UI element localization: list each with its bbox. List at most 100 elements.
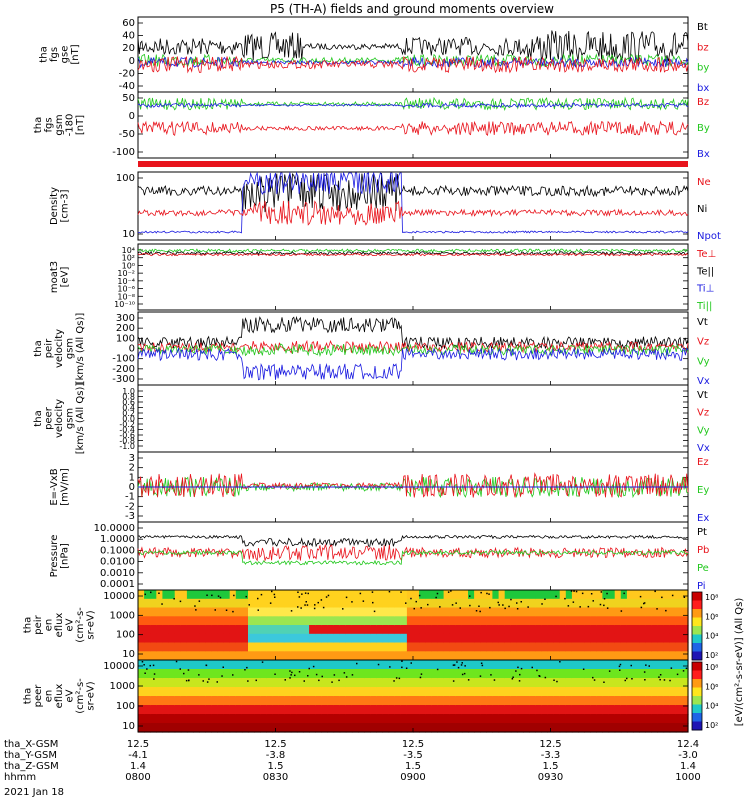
spec-cell — [229, 642, 237, 652]
spec-cell — [443, 590, 451, 600]
spec-cell — [516, 642, 524, 652]
spec-cell — [223, 687, 231, 697]
spec-cell — [504, 678, 512, 688]
y-tick-label: 60 — [122, 18, 135, 29]
spec-cell — [633, 625, 640, 635]
spec-cell — [290, 687, 298, 697]
spec-cell — [504, 714, 512, 724]
spec-cell — [254, 705, 261, 715]
spec-cell — [315, 714, 322, 724]
spec-cell — [510, 660, 518, 670]
spec-cell — [241, 607, 249, 617]
y-label-line: sr-eV) — [86, 681, 97, 710]
spec-cell — [443, 625, 451, 635]
spec-cell — [431, 607, 438, 617]
spec-cell — [614, 714, 622, 724]
spec-speckle — [257, 597, 259, 600]
spec-cell — [590, 625, 597, 635]
y-tick-label: 0.2 — [122, 409, 135, 418]
spec-cell — [211, 687, 218, 697]
spec-cell — [474, 607, 481, 617]
spec-cell — [370, 696, 377, 706]
spec-speckle — [362, 600, 365, 602]
spec-speckle — [216, 681, 218, 683]
spec-speckle — [401, 666, 403, 669]
spec-cell — [400, 723, 408, 733]
spec-cell — [620, 642, 628, 652]
spec-cell — [516, 616, 524, 626]
spec-speckle — [447, 591, 450, 593]
spec-cell — [241, 687, 249, 697]
spec-cell — [174, 723, 182, 733]
spec-cell — [217, 714, 225, 724]
spec-cell — [419, 678, 426, 688]
spec-cell — [278, 696, 286, 706]
spec-cell — [461, 607, 469, 617]
spec-cell — [205, 642, 212, 652]
y-tick-label: -1 — [125, 492, 135, 503]
footer-label: hhmm — [4, 772, 36, 783]
spec-cell — [455, 678, 463, 688]
spec-cell — [614, 642, 622, 652]
spec-cell — [358, 714, 365, 724]
spec-cell — [327, 669, 335, 679]
spec-cell — [614, 633, 622, 644]
spec-cell — [657, 705, 665, 715]
spec-cell — [620, 633, 628, 644]
spec-cell — [461, 687, 469, 697]
spec-cell — [278, 687, 286, 697]
spec-cell — [565, 696, 573, 706]
spec-speckle — [274, 596, 276, 598]
spec-cell — [474, 633, 481, 644]
spec-cell — [229, 687, 237, 697]
y-tick-label: 10⁻¹⁰ — [114, 300, 135, 309]
spec-cell — [364, 607, 371, 617]
spec-cell — [633, 642, 640, 652]
colorbar-segment — [692, 600, 702, 610]
spec-cell — [235, 705, 243, 715]
spec-cell — [559, 669, 567, 679]
spec-cell — [260, 598, 267, 609]
spec-cell — [516, 590, 524, 600]
spec-cell — [217, 651, 225, 661]
spec-cell — [272, 660, 280, 670]
spec-cell — [193, 687, 200, 697]
spec-cell — [266, 696, 273, 706]
spec-cell — [571, 714, 579, 724]
colorbar-label: [eV/(cm²-s-sr-eV)] (All Qs) — [734, 598, 745, 727]
y-label-line: velocity — [54, 329, 65, 368]
spec-cell — [406, 598, 414, 609]
y-tick-label: 0.1000 — [100, 545, 135, 556]
spec-cell — [168, 651, 176, 661]
spec-cell — [553, 678, 561, 688]
spec-cell — [241, 669, 249, 679]
spec-cell — [193, 590, 200, 600]
spec-speckle — [211, 594, 213, 597]
spec-cell — [144, 651, 151, 661]
spec-cell — [425, 705, 432, 715]
spec-cell — [278, 669, 286, 679]
spec-cell — [144, 598, 151, 609]
spec-cell — [669, 598, 677, 609]
spec-speckle — [405, 602, 407, 604]
spec-speckle — [512, 676, 514, 678]
spec-speckle — [298, 596, 301, 598]
spec-cell — [333, 696, 341, 706]
spec-cell — [602, 714, 610, 724]
spec-cell — [675, 669, 683, 679]
spec-cell — [504, 598, 512, 609]
y-tick-label: 10000 — [103, 661, 135, 672]
spec-cell — [559, 625, 567, 635]
y-tick-label: 0 — [129, 344, 135, 355]
spec-cell — [168, 705, 176, 715]
spec-cell — [229, 590, 237, 600]
spec-cell — [645, 714, 652, 724]
spec-cell — [455, 642, 463, 652]
spec-speckle — [606, 607, 609, 609]
spec-cell — [571, 642, 579, 652]
spec-cell — [388, 678, 396, 688]
spec-cell — [376, 660, 383, 670]
spec-cell — [626, 651, 634, 661]
spec-cell — [186, 678, 194, 688]
